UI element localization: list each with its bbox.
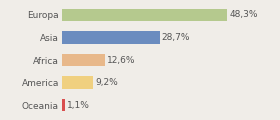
Bar [62, 54, 105, 66]
Text: 48,3%: 48,3% [229, 10, 258, 19]
Text: 1,1%: 1,1% [67, 101, 90, 110]
Text: 9,2%: 9,2% [95, 78, 118, 87]
Text: 12,6%: 12,6% [107, 55, 135, 65]
Bar [62, 31, 160, 44]
Bar [62, 99, 65, 111]
Bar [62, 76, 93, 89]
Text: 28,7%: 28,7% [162, 33, 190, 42]
Bar [62, 9, 227, 21]
